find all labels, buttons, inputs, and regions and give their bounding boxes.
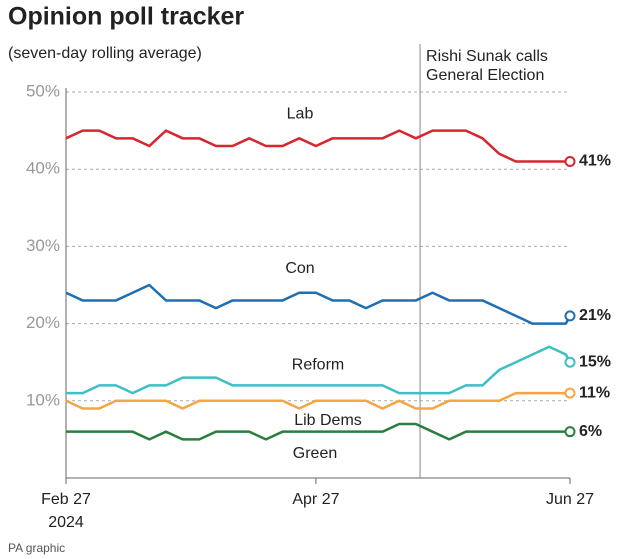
value-label: 15%	[579, 353, 611, 370]
end-marker	[564, 426, 576, 438]
series-name: Con	[285, 260, 314, 277]
end-marker	[564, 387, 576, 399]
chart-title: Opinion poll tracker	[8, 3, 244, 31]
series-line	[66, 422, 570, 441]
x-tick-label: Feb 27	[41, 491, 91, 508]
x-tick-label: 2024	[48, 514, 84, 531]
series-name: Lab	[287, 106, 314, 123]
y-tick-label: 50%	[26, 81, 60, 100]
series-name: Lib Dems	[294, 412, 362, 429]
end-marker	[564, 310, 576, 322]
annotation-text: Rishi Sunak calls	[426, 48, 548, 65]
series-line	[65, 129, 570, 163]
series-line	[65, 283, 572, 325]
series-line	[65, 391, 570, 410]
end-marker	[564, 155, 576, 167]
end-marker	[564, 356, 576, 368]
y-tick-label: 10%	[26, 390, 60, 409]
y-tick-label: 40%	[26, 159, 60, 178]
x-tick-label: Jun 27	[546, 491, 594, 508]
series-line	[66, 345, 572, 395]
y-tick-label: 20%	[26, 313, 60, 332]
series-name: Green	[293, 445, 337, 462]
value-label: 6%	[579, 423, 602, 440]
value-label: 11%	[579, 384, 610, 401]
y-tick-label: 30%	[26, 236, 60, 255]
annotation-text: General Election	[426, 67, 544, 84]
source: PA graphic	[8, 541, 65, 555]
series-name: Reform	[292, 357, 344, 374]
value-label: 41%	[579, 153, 611, 170]
value-label: 21%	[579, 307, 611, 324]
x-tick-label: Apr 27	[292, 491, 339, 508]
subtitle: (seven-day rolling average)	[8, 45, 202, 62]
